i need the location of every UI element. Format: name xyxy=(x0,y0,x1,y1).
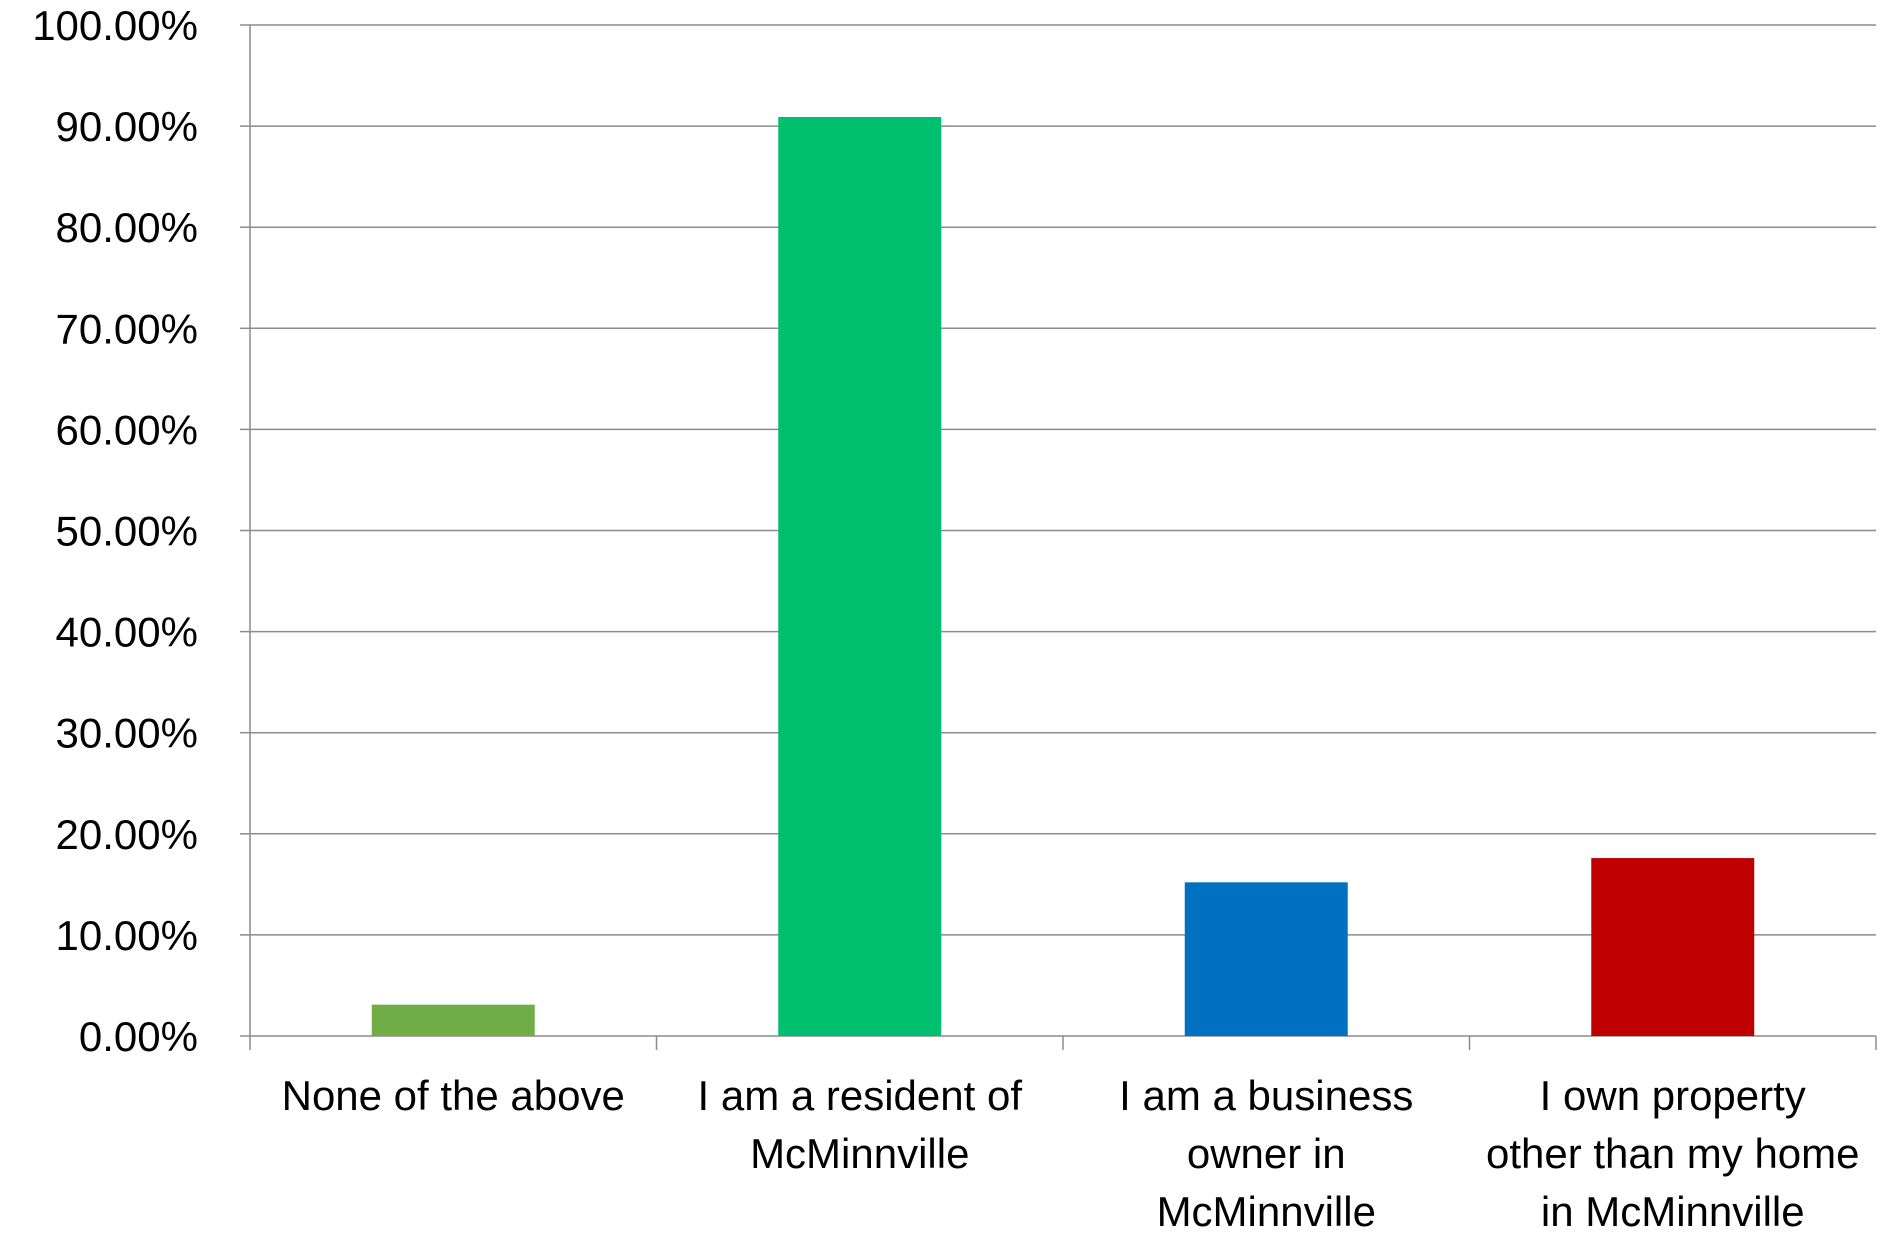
y-tick-label: 0.00% xyxy=(79,1013,198,1060)
y-tick-label: 30.00% xyxy=(56,710,198,757)
y-tick-label: 80.00% xyxy=(56,204,198,251)
y-tick-label: 40.00% xyxy=(56,609,198,656)
y-tick-label: 100.00% xyxy=(32,2,198,49)
x-category-label: I am a business xyxy=(1119,1072,1413,1119)
x-category-label: I own property xyxy=(1540,1072,1806,1119)
y-tick-label: 20.00% xyxy=(56,811,198,858)
y-tick-label: 90.00% xyxy=(56,103,198,150)
bar xyxy=(371,1004,535,1036)
x-category-label: other than my home xyxy=(1486,1130,1860,1177)
bar xyxy=(1591,858,1755,1036)
x-category-label: I am a resident of xyxy=(698,1072,1023,1119)
x-category-label: McMinnville xyxy=(1157,1188,1376,1230)
x-category-label: owner in xyxy=(1187,1130,1346,1177)
y-tick-label: 10.00% xyxy=(56,912,198,959)
bar xyxy=(778,117,942,1037)
x-category-label: McMinnville xyxy=(750,1130,969,1177)
x-axis-category-labels: None of the above I am a resident of McMin… xyxy=(282,1072,1860,1235)
bar xyxy=(1184,882,1348,1036)
x-category-label: in McMinnville xyxy=(1541,1188,1805,1230)
y-tick-label: 60.00% xyxy=(56,406,198,453)
y-tick-label: 50.00% xyxy=(56,508,198,555)
x-category-label: None of the above xyxy=(282,1072,625,1119)
y-axis-tick-labels: 0.00% 10.00% 20.00% 30.00% 40.00% 50.00% 60.00… xyxy=(32,2,198,1060)
bars xyxy=(371,117,1755,1037)
gridlines xyxy=(250,24,1876,936)
y-tick-label: 70.00% xyxy=(56,305,198,352)
